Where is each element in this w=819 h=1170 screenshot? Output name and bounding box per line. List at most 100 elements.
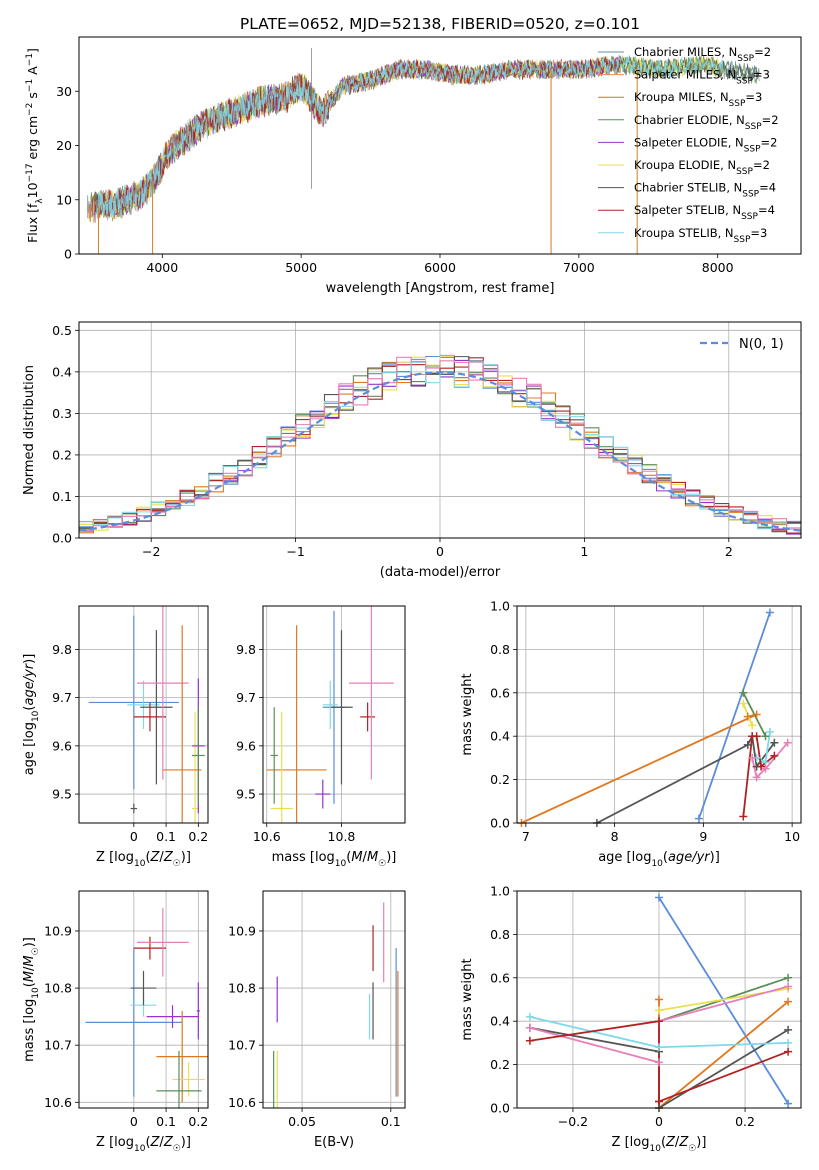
label-part: age/yr: [668, 850, 711, 865]
label-part: erg cm: [25, 116, 40, 164]
label-part: Flux [f: [25, 203, 40, 243]
label-part: Chabrier STELIB, N: [634, 181, 742, 195]
label-part: −17: [25, 163, 35, 182]
legend-label: Chabrier ELODIE, NSSP=2: [634, 113, 779, 132]
y-tick-label: 0.8: [490, 927, 510, 942]
legend-label: Kroupa MILES, NSSP=3: [634, 90, 762, 109]
y-tick-label: 30: [56, 84, 72, 99]
label-part: Salpeter MILES, N: [634, 68, 736, 82]
panel-age-vs-Z: 0 0.1 0.29.59.69.79.8Z [log10(Z/Z☉)]age [l…: [22, 605, 209, 869]
y-tick-label: 0.2: [490, 1057, 510, 1072]
y-tick-label: 0.1: [52, 489, 72, 504]
label-part: Z [log: [96, 850, 134, 865]
y-tick-label: 0.2: [52, 447, 72, 462]
data-point-marker: [784, 1099, 793, 1108]
label-part: )]: [386, 850, 396, 865]
x-axis-label: (data-model)/error: [380, 565, 501, 580]
panel-mass-vs-Z: 0 0.1 0.210.610.710.810.9Z [log10(Z/Z☉)]ma…: [22, 890, 209, 1154]
y-tick-label: 0.6: [490, 970, 510, 985]
data-point-marker: [784, 1038, 793, 1047]
spectrum-line: [95, 55, 725, 219]
x-tick-label: 10: [784, 829, 800, 844]
label-part: 10: [335, 859, 347, 869]
label-part: ☉: [378, 859, 386, 869]
x-tick-label: −0.2: [558, 1114, 588, 1129]
data-point-marker: [784, 1025, 793, 1034]
label-part: SSP: [734, 235, 751, 245]
label-part: −1: [25, 53, 35, 66]
label-part: M: [22, 955, 37, 966]
y-tick-label: 1.0: [490, 599, 510, 614]
label-part: =2: [762, 113, 779, 127]
label-part: /: [363, 850, 368, 865]
figure-title: PLATE=0652, MJD=52138, FIBERID=0520, z=0…: [240, 15, 640, 33]
y-tick-label: 20: [56, 138, 72, 153]
y-tick-label: 10.8: [228, 981, 256, 996]
data-point-marker: [655, 893, 663, 902]
data-point-marker: [784, 997, 793, 1006]
x-tick-label: 10.6: [253, 829, 281, 844]
spectrum-line: [94, 55, 621, 218]
data-point-marker: [757, 762, 766, 771]
data-point-marker: [739, 688, 748, 697]
y-tick-label: 0.8: [490, 642, 510, 657]
label-part: /: [675, 1135, 680, 1150]
axes-frame: [516, 890, 802, 1109]
label-part: (: [145, 1135, 150, 1150]
label-part: 10: [649, 1144, 661, 1154]
spectrum-line: [93, 56, 760, 220]
x-axis-label: Z [log10(Z/Z☉)]: [96, 850, 191, 869]
x-axis-label: E(B-V): [314, 1135, 354, 1150]
label-part: (: [661, 1135, 666, 1150]
label-part: SSP: [742, 190, 759, 200]
data-point-marker: [752, 773, 761, 782]
label-part: Z: [163, 850, 174, 865]
label-part: )]: [710, 850, 720, 865]
x-tick-label: 0.1: [156, 829, 176, 844]
label-part: =3: [753, 68, 770, 82]
legend-label: Salpeter STELIB, NSSP=4: [634, 203, 775, 222]
x-tick-label: 1: [580, 544, 588, 559]
data-point-marker: [739, 812, 748, 821]
label-part: Z: [678, 1135, 689, 1150]
y-tick-label: 9.5: [236, 787, 256, 802]
plot-area: [88, 606, 205, 823]
label-part: Salpeter STELIB, N: [634, 203, 741, 217]
x-tick-label: 0: [130, 1114, 138, 1129]
data-point-marker: [655, 995, 663, 1004]
label-part: 10: [651, 859, 663, 869]
label-part: =4: [758, 203, 775, 217]
label-part: /: [22, 966, 37, 971]
label-part: −2: [25, 103, 35, 116]
y-tick-label: 9.5: [52, 787, 72, 802]
label-part: (: [22, 982, 37, 987]
y-tick-label: 9.8: [52, 642, 72, 657]
panel-residual-histogram: −2 −1 0 1 2 0.0 0.1 0.2 0.3 0.4 0.5 (data-model)/er…: [22, 321, 802, 580]
data-point-marker: [783, 738, 792, 747]
x-tick-label: 2: [725, 544, 733, 559]
legend-label: Chabrier STELIB, NSSP=4: [634, 181, 776, 200]
y-tick-label: 0.4: [490, 1014, 510, 1029]
label-part: )]: [22, 937, 37, 947]
plot-area: [266, 606, 394, 823]
y-tick-label: 10.9: [44, 923, 72, 938]
y-tick-label: 9.7: [52, 690, 72, 705]
label-part: M: [367, 850, 378, 865]
plot-area: [85, 908, 208, 1108]
y-axis-label: mass weight: [460, 958, 475, 1040]
label-part: SSP: [744, 144, 761, 154]
plot-area: [79, 354, 801, 535]
data-point-marker: [752, 732, 761, 741]
x-tick-label: 0.1: [156, 1114, 176, 1129]
label-part: age [log: [598, 850, 651, 865]
label-part: SSP: [737, 54, 754, 64]
data-point-marker: [784, 973, 793, 982]
x-tick-label: 7000: [563, 260, 595, 275]
label-part: SSP: [736, 77, 753, 87]
label-part: 10: [134, 859, 146, 869]
legend-label: Chabrier MILES, NSSP=2: [634, 45, 771, 64]
gaussian-reference-curve: [79, 371, 801, 532]
label-part: s: [25, 92, 40, 103]
